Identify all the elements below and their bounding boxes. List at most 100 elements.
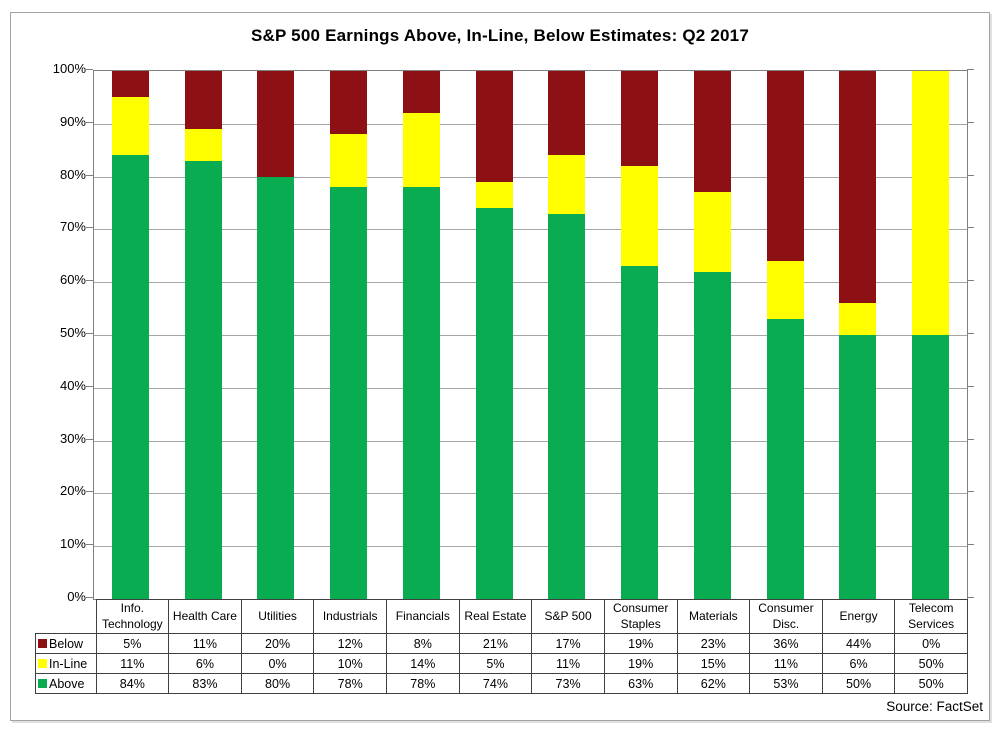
bar-segment-in-line — [111, 97, 149, 156]
bar-column — [257, 71, 295, 599]
bar-column — [111, 71, 149, 599]
table-corner-cell — [36, 600, 97, 634]
axis-tick — [86, 439, 93, 440]
table-value-cell: 11% — [749, 653, 823, 674]
series-name: Above — [49, 676, 85, 691]
y-axis-label: 40% — [59, 378, 86, 393]
bar-segment-above — [402, 187, 440, 599]
gridline — [94, 177, 967, 178]
table-value-cell: 50% — [821, 673, 896, 694]
series-label: Below — [35, 633, 97, 654]
gridline — [94, 335, 967, 336]
legend-swatch-icon — [38, 658, 47, 668]
category-header: Materials — [676, 599, 751, 634]
table-value-cell: 21% — [458, 633, 533, 654]
gridline — [94, 388, 967, 389]
table-value-cell: 5% — [95, 633, 170, 654]
table-value-cell: 44% — [821, 633, 896, 654]
bar-segment-above — [766, 319, 804, 599]
category-header: Industrials — [313, 599, 387, 634]
gridline — [94, 229, 967, 230]
bar-segment-in-line — [621, 166, 659, 267]
chart-frame-border — [10, 12, 990, 721]
gridline — [94, 282, 967, 283]
table-value-cell: 0% — [894, 633, 968, 654]
data-table: Info. Technology Health Care Utilities Indu… — [35, 599, 968, 694]
bar-segment-below — [548, 71, 586, 156]
axis-tick — [86, 386, 93, 387]
axis-tick — [967, 386, 974, 387]
bar-segment-above — [621, 266, 659, 599]
table-value-cell: 84% — [95, 673, 170, 694]
table-value-cell: 0% — [240, 653, 315, 674]
series-row-below: Below 5% 11% 20% 12% 8% 21% 17% 19% 23% 36% 44% 0% — [35, 633, 968, 654]
bar-column — [330, 71, 368, 599]
table-value-cell: 11% — [168, 633, 242, 654]
bar-segment-below — [766, 71, 804, 262]
bar-segment-in-line — [548, 155, 586, 214]
table-value-cell: 11% — [95, 653, 170, 674]
data-table-body: Info. Technology Health Care Utilities Indu… — [35, 599, 968, 694]
category-header: Utilities — [240, 599, 315, 634]
bar-segment-above — [330, 187, 368, 599]
axis-tick — [967, 544, 974, 545]
chart-title: S&P 500 Earnings Above, In-Line, Below E… — [251, 26, 749, 45]
bar-segment-below — [621, 71, 659, 167]
series-label: Above — [35, 673, 97, 694]
y-axis-label: 50% — [59, 325, 86, 340]
table-value-cell: 19% — [603, 633, 678, 654]
bar-segment-above — [257, 176, 295, 599]
y-axis-label: 80% — [59, 167, 86, 182]
category-header: Consumer Disc. — [749, 599, 823, 634]
bar-segment-in-line — [402, 113, 440, 188]
series-label: In-Line — [35, 653, 97, 674]
bar-segment-above — [912, 335, 950, 599]
table-value-cell: 8% — [386, 633, 460, 654]
bar-segment-above — [111, 155, 149, 599]
bar-segment-in-line — [184, 129, 222, 161]
y-axis-label: 30% — [59, 431, 86, 446]
axis-tick — [86, 227, 93, 228]
table-value-cell: 20% — [240, 633, 315, 654]
axis-tick — [967, 597, 974, 598]
table-value-cell: 62% — [676, 673, 751, 694]
table-value-cell: 78% — [386, 673, 460, 694]
bar-segment-below — [111, 71, 149, 98]
category-header: Telecom Services — [894, 599, 968, 634]
bar-segment-in-line — [693, 192, 731, 272]
axis-tick — [86, 597, 93, 598]
bar-segment-above — [475, 208, 513, 599]
category-header: Real Estate — [458, 599, 533, 634]
bar-segment-below — [257, 71, 295, 177]
category-header: Consumer Staples — [603, 599, 678, 634]
table-value-cell: 63% — [603, 673, 678, 694]
table-value-cell: 74% — [458, 673, 533, 694]
bar-segment-below — [330, 71, 368, 135]
table-value-cell: 19% — [603, 653, 678, 674]
bar-segment-below — [475, 71, 513, 182]
axis-tick — [86, 491, 93, 492]
axis-tick — [86, 280, 93, 281]
y-axis-label: 60% — [59, 272, 86, 287]
legend-swatch-icon — [38, 678, 47, 688]
axis-tick — [967, 491, 974, 492]
bar-segment-in-line — [475, 181, 513, 209]
category-header: Info. Technology — [95, 599, 170, 634]
bar-column — [839, 71, 877, 599]
axis-tick — [967, 280, 974, 281]
axis-tick — [86, 333, 93, 334]
gridline — [94, 124, 967, 125]
axis-tick — [86, 544, 93, 545]
axis-tick — [967, 439, 974, 440]
bar-segment-above — [839, 335, 877, 599]
table-value-cell: 50% — [894, 673, 968, 694]
bar-segment-above — [548, 213, 586, 599]
bar-column — [621, 71, 659, 599]
axis-tick — [967, 69, 974, 70]
table-value-cell: 53% — [749, 673, 823, 694]
category-header-row: Info. Technology Health Care Utilities Indu… — [36, 599, 968, 634]
bar-column — [766, 71, 804, 599]
table-value-cell: 17% — [531, 633, 605, 654]
table-value-cell: 15% — [676, 653, 751, 674]
